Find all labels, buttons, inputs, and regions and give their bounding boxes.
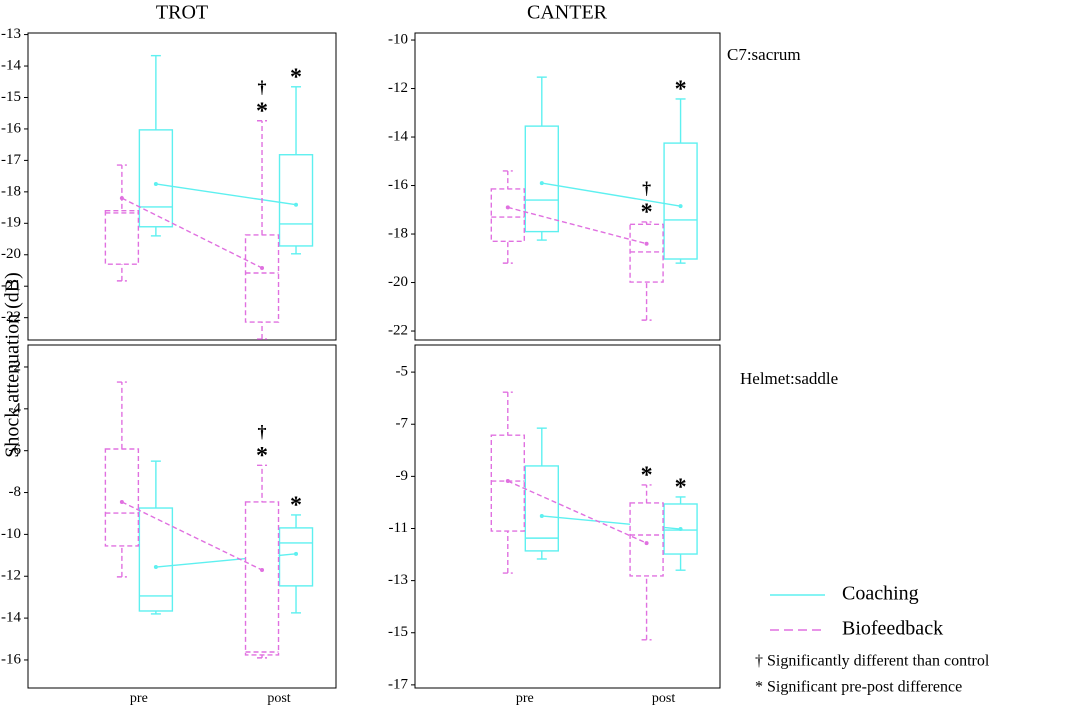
mean-point [505,479,510,484]
mean-point [644,541,649,546]
x-tick-label: pre [130,691,148,706]
mean-point [678,527,683,532]
mean-line [507,480,647,544]
plot-frame [27,32,337,341]
mean-point [678,204,683,209]
significance-mark: * [641,462,653,488]
box [490,434,525,532]
plot-frame [414,344,721,689]
box [244,501,280,656]
box [104,448,140,547]
y-tick-label: -6 [9,442,22,458]
y-tick-label: -16 [388,177,408,193]
y-tick-label: -14 [1,610,21,626]
y-tick-label: -9 [396,468,409,484]
box [524,465,559,552]
mean-point [539,513,544,518]
y-tick-label: -14 [1,57,21,73]
panel-annotation: C7:sacrum [727,45,801,64]
significance-mark: * [675,474,687,500]
panel-annotation: Helmet:saddle [740,369,838,388]
panel-title: TROT [156,2,208,24]
y-tick-label: -15 [1,89,21,105]
mean-line [541,182,681,207]
panel-title: CANTER [527,2,608,24]
y-tick-label: -11 [389,520,408,536]
mean-line [121,501,263,571]
y-tick-label: -17 [388,676,408,692]
y-tick-label: -10 [1,526,21,542]
box [278,527,314,587]
significance-mark: * [675,76,687,102]
y-tick-label: -12 [1,568,21,584]
y-tick-label: -10 [388,31,408,47]
box [138,129,174,228]
mean-point [260,265,265,270]
significance-mark: * [256,98,268,124]
box [663,142,698,260]
y-tick-label: -16 [1,120,21,136]
significance-mark: * [290,492,302,518]
mean-point [294,202,299,207]
significance-mark: * [290,64,302,90]
y-tick-label: -7 [396,416,409,432]
legend-label: Coaching [842,583,919,605]
box [278,154,314,247]
y-tick-label: -18 [1,183,21,199]
mean-point [505,205,510,210]
box [629,223,664,283]
significance-mark: † [642,178,651,198]
mean-point [119,499,124,504]
mean-line [155,183,297,206]
y-tick-label: -15 [388,624,408,640]
y-tick-label: -20 [388,274,408,290]
significance-mark: * [256,443,268,469]
mean-point [260,567,265,572]
footnote: * Significant pre-post difference [755,679,962,696]
y-tick-label: -4 [9,400,22,416]
significance-mark: * [641,199,653,225]
x-tick-label: post [267,691,290,706]
y-tick-label: -12 [388,80,408,96]
significance-mark: † [258,77,267,97]
legend-label: Biofeedback [842,618,943,640]
y-tick-label: -19 [1,215,21,231]
mean-line [121,197,263,269]
y-tick-label: -16 [1,651,21,667]
x-tick-label: pre [516,691,534,706]
y-tick-label: -5 [396,364,409,380]
box [138,507,174,612]
x-tick-label: post [652,691,675,706]
significance-mark: † [258,421,267,441]
plot-frame [414,32,721,341]
footnote: † Significantly different than control [755,653,990,670]
box [104,210,140,265]
box [629,502,664,577]
y-tick-label: -17 [1,152,21,168]
y-tick-label: -21 [1,278,21,294]
mean-point [119,196,124,201]
y-tick-label: -13 [1,26,21,42]
y-tick-label: -2 [9,358,22,374]
box [524,125,559,233]
mean-point [539,181,544,186]
mean-point [153,181,158,186]
y-tick-label: -14 [388,128,408,144]
mean-point [153,565,158,570]
y-tick-label: -13 [388,572,408,588]
box [490,188,525,243]
y-tick-label: -20 [1,246,21,262]
y-tick-label: -18 [388,225,408,241]
mean-point [294,551,299,556]
mean-point [644,241,649,246]
plot-frame [27,344,337,689]
y-tick-label: -8 [9,484,22,500]
y-tick-label: -22 [1,309,21,325]
box [244,234,280,323]
y-tick-label: -22 [388,322,408,338]
y-axis-label: Shock attenuation (dB) [2,272,24,458]
